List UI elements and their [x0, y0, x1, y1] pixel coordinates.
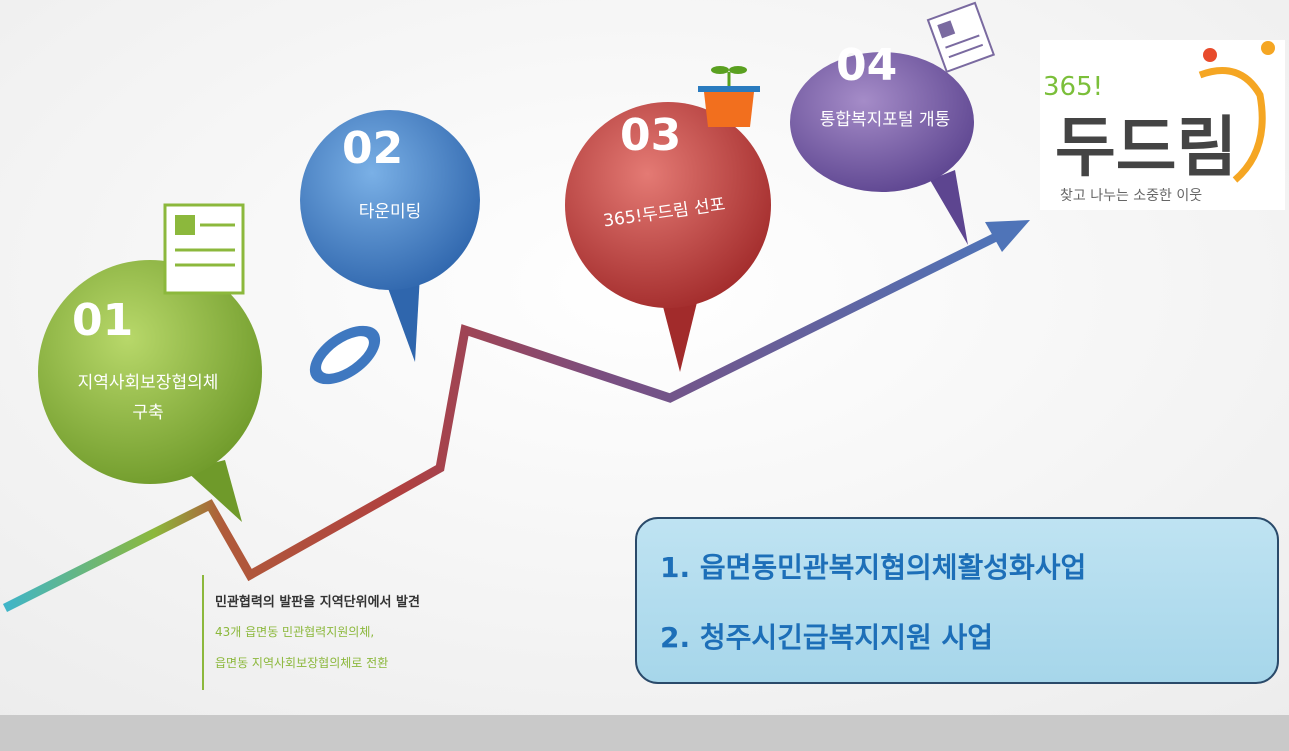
step-label: 통합복지포털 개통 — [820, 110, 951, 130]
project-item: 1. 읍면동민관복지협의체활성화사업 — [660, 551, 1086, 584]
bubble-tail — [660, 290, 700, 372]
bubble-tail — [185, 460, 242, 522]
footer-bar — [0, 715, 1289, 751]
note-line: 민관협력의 발판을 지역단위에서 발견 — [215, 594, 420, 610]
logo-dot — [1203, 48, 1217, 62]
bubble — [790, 52, 974, 192]
step-label: 타운미팅 — [359, 202, 422, 222]
profile-icon — [163, 203, 245, 295]
logo-panel — [1040, 40, 1285, 210]
note-line: 읍면동 지역사회보장협의체로 전환 — [215, 656, 388, 670]
bubble-tail — [930, 170, 968, 245]
step-label: 구축 — [132, 403, 163, 423]
project-box — [635, 517, 1279, 684]
bubble-tail — [385, 275, 420, 362]
document-icon — [926, 1, 996, 74]
logo-heart — [1198, 67, 1266, 183]
logo-prefix: 365! — [1043, 72, 1103, 102]
arrow-head — [985, 220, 1030, 252]
step-number: 04 — [836, 40, 897, 91]
plant-icon — [698, 66, 760, 127]
handshake-icon — [309, 325, 381, 385]
bubble — [38, 260, 262, 484]
bubble — [565, 102, 771, 308]
logo-dot — [1261, 41, 1275, 55]
step-number: 02 — [342, 123, 403, 174]
step-number: 01 — [72, 295, 133, 346]
bubble — [300, 110, 480, 290]
logo-name: 두드림 — [1055, 109, 1237, 186]
logo-slogan: 찾고 나누는 소중한 이웃 — [1060, 188, 1202, 204]
step-number: 03 — [620, 110, 681, 161]
growth-line — [2, 230, 1002, 613]
step-label: 지역사회보장협의체 — [78, 373, 219, 393]
project-item: 2. 청주시긴급복지지원 사업 — [660, 621, 993, 654]
note-line: 43개 읍면동 민관협력지원의체, — [215, 625, 374, 639]
